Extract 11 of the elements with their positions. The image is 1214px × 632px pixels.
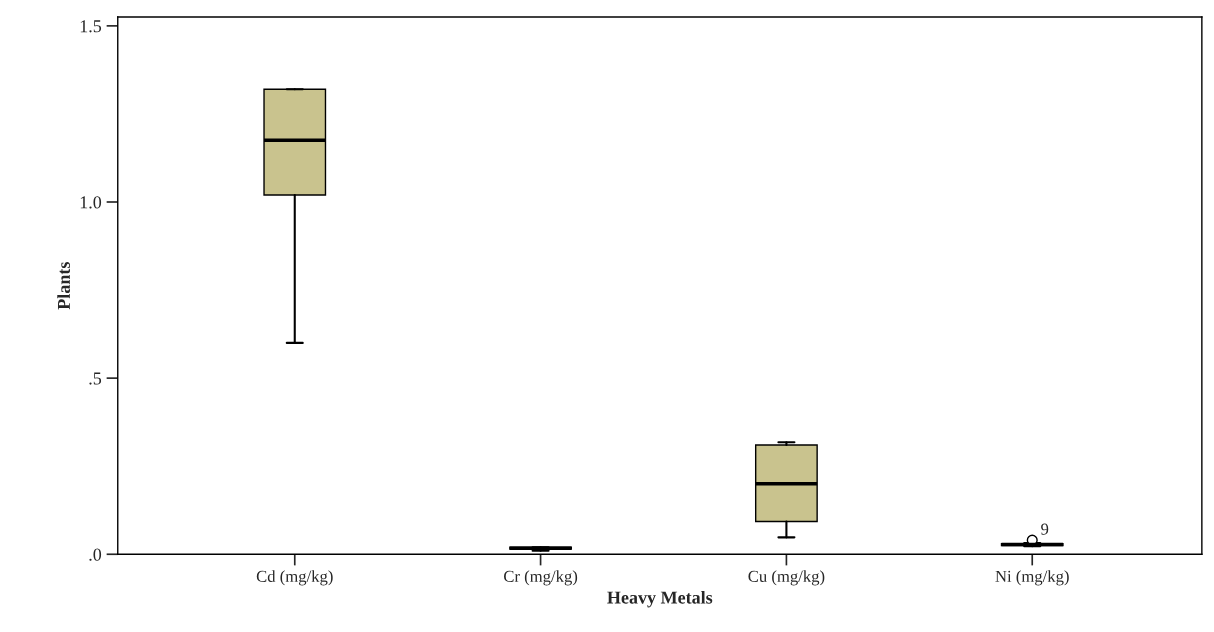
y-axis-title: Plants — [57, 262, 70, 310]
annotation: 9 — [1041, 523, 1049, 535]
x-tick-label: Ni (mg/kg) — [995, 570, 1069, 586]
y-tick-label: .0 — [89, 548, 102, 561]
y-tick-label: 1.5 — [80, 20, 102, 33]
x-axis-title: Heavy Metals — [607, 590, 713, 608]
y-tick-label: 1.0 — [80, 196, 102, 209]
y-tick-label: .5 — [89, 372, 102, 385]
x-tick-label: Cu (mg/kg) — [748, 570, 825, 586]
x-tick-label: Cd (mg/kg) — [256, 570, 333, 586]
x-tick-label: Cr (mg/kg) — [504, 570, 578, 586]
